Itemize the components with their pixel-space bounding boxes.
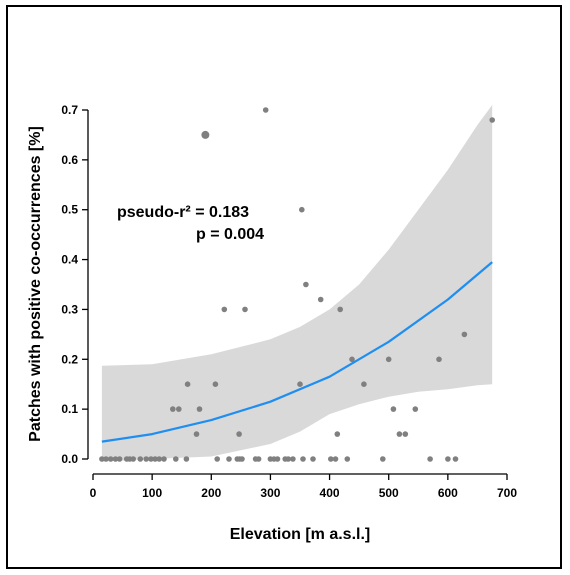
data-point <box>242 306 248 313</box>
data-point <box>201 130 210 139</box>
data-point <box>143 456 149 462</box>
data-point <box>262 107 269 113</box>
data-point <box>176 406 182 412</box>
data-point <box>285 456 292 462</box>
fit-line-layer <box>101 261 493 443</box>
x-axis-title: Elevation [m a.s.l.] <box>230 526 370 543</box>
data-point <box>461 331 468 338</box>
data-point <box>299 206 305 213</box>
data-point <box>236 431 242 437</box>
data-point <box>396 431 403 437</box>
data-point <box>239 456 245 462</box>
data-point <box>161 456 167 462</box>
data-point <box>112 456 119 462</box>
data-point <box>297 381 303 388</box>
data-point <box>452 456 459 462</box>
data-point <box>332 456 339 462</box>
data-point <box>193 431 200 437</box>
x-tick-label: 600 <box>438 486 458 500</box>
data-point <box>226 456 232 462</box>
pseudo-r2-annotation: pseudo-r² = 0.183 <box>117 204 249 221</box>
y-tick-label: 0.4 <box>61 253 78 267</box>
axes: 0.0 0.1 0.2 0.3 0.4 0.5 0.6 0.7 0 100 200 300 400 500… <box>61 103 517 500</box>
data-point <box>385 356 392 363</box>
data-point <box>337 306 344 313</box>
data-point <box>412 406 419 412</box>
data-point <box>489 117 496 123</box>
data-point <box>317 296 324 303</box>
data-point <box>183 456 190 462</box>
data-point <box>310 456 316 462</box>
fit-line <box>101 261 493 443</box>
data-point <box>361 381 367 388</box>
x-tick-label: 0 <box>90 486 97 500</box>
data-point <box>380 456 386 462</box>
data-point <box>427 456 433 462</box>
x-tick-label: 400 <box>320 486 340 500</box>
data-point <box>344 456 351 462</box>
y-tick-label: 0.3 <box>61 302 78 316</box>
p-value-annotation: p = 0.004 <box>196 226 264 243</box>
data-point <box>212 381 219 388</box>
data-point <box>303 281 309 288</box>
data-point <box>152 456 158 462</box>
data-point <box>107 456 114 462</box>
data-point <box>402 431 409 437</box>
x-tick-label: 300 <box>260 486 280 500</box>
data-point <box>196 406 203 412</box>
data-point <box>103 456 109 462</box>
y-tick-label: 0.7 <box>61 103 78 117</box>
data-point <box>221 306 228 313</box>
y-axis-title: Patches with positive co-occurrences [%] <box>27 126 44 442</box>
x-tick-label: 200 <box>201 486 221 500</box>
data-point <box>170 406 176 412</box>
points-layer <box>99 107 496 462</box>
data-point <box>334 431 341 437</box>
x-tick-label: 700 <box>497 486 517 500</box>
data-point <box>137 456 144 462</box>
data-point <box>116 456 123 462</box>
data-point <box>390 406 397 412</box>
data-point <box>436 356 442 363</box>
data-point <box>255 456 262 462</box>
data-point <box>184 381 191 388</box>
data-point <box>156 456 162 462</box>
data-point <box>349 356 355 363</box>
text-layer: pseudo-r² = 0.183 p = 0.004 Elevation [m… <box>27 126 370 543</box>
data-point <box>148 456 154 462</box>
confidence-band <box>101 105 493 462</box>
data-point <box>274 456 281 462</box>
data-point <box>173 456 179 462</box>
data-point <box>130 456 136 462</box>
data-point <box>99 456 105 462</box>
data-point <box>214 456 220 462</box>
x-tick-label: 500 <box>379 486 399 500</box>
ci-band-layer <box>101 105 493 462</box>
data-point <box>445 456 451 462</box>
y-tick-label: 0.5 <box>61 203 78 217</box>
data-point <box>290 456 296 462</box>
y-tick-label: 0.6 <box>61 153 78 167</box>
y-tick-label: 0.0 <box>61 452 78 466</box>
data-point <box>300 456 306 462</box>
y-tick-label: 0.1 <box>61 402 78 416</box>
y-tick-label: 0.2 <box>61 352 78 366</box>
x-tick-label: 100 <box>142 486 162 500</box>
data-point <box>328 456 334 462</box>
